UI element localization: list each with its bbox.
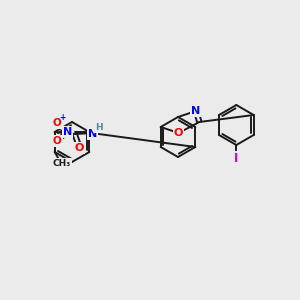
- Text: O: O: [75, 143, 84, 153]
- Text: +: +: [59, 113, 65, 122]
- Text: N: N: [88, 129, 97, 139]
- Text: N: N: [63, 127, 72, 137]
- Text: O: O: [174, 128, 183, 138]
- Text: H: H: [95, 124, 103, 133]
- Text: O: O: [53, 118, 62, 128]
- Text: CH₃: CH₃: [52, 158, 71, 167]
- Text: O: O: [53, 136, 62, 146]
- Text: I: I: [234, 152, 239, 164]
- Text: N: N: [191, 106, 201, 116]
